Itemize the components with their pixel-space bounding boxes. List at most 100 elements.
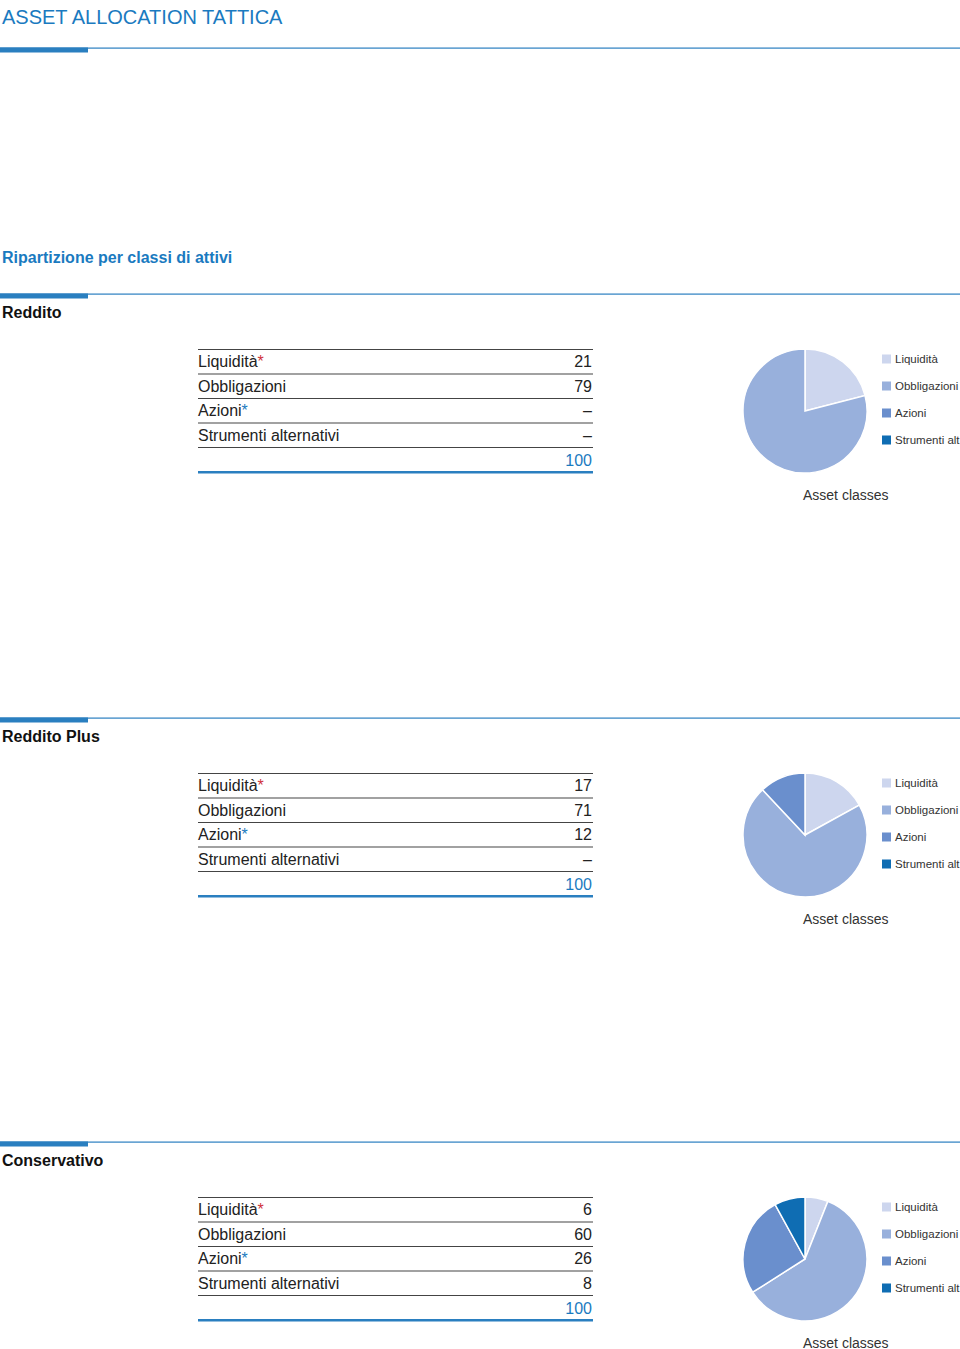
row-label-text: Obbligazioni (198, 802, 286, 819)
legend-swatch (882, 806, 891, 815)
section-subtitle: Ripartizione per classi di attivi (2, 249, 232, 266)
row-rule (198, 773, 593, 774)
row-note: * (258, 777, 264, 794)
legend-label: Liquidità (895, 1201, 938, 1213)
legend-label: Strumenti alt. (895, 434, 960, 446)
portfolio: RedditoLiquidità*21Obbligazioni79Azioni*… (0, 294, 960, 504)
pie (743, 1197, 867, 1321)
table-bottom-rule (198, 895, 593, 898)
row-label-text: Strumenti alternativi (198, 1275, 339, 1292)
row-rule (198, 1222, 593, 1223)
row-rule (198, 1271, 593, 1272)
page: ASSET ALLOCATION TATTICA Ripartizione per… (0, 0, 960, 1349)
row-note: * (258, 1201, 264, 1218)
legend-label: Liquidità (895, 777, 938, 789)
legend-swatch (882, 1230, 891, 1239)
row-label-text: Strumenti alternativi (198, 427, 339, 444)
row-note: * (242, 402, 248, 419)
legend-label: Obbligazioni (895, 804, 958, 816)
portfolio-title: Reddito (2, 304, 62, 321)
row-label: Azioni* (198, 826, 248, 843)
row-value: 21 (574, 353, 592, 370)
legend-swatch (882, 1203, 891, 1212)
row-rule (198, 1197, 593, 1198)
legend-swatch (882, 779, 891, 788)
table-bottom-rule (198, 1319, 593, 1322)
page-title: ASSET ALLOCATION TATTICA (2, 6, 283, 28)
row-rule (198, 423, 593, 424)
row-label: Obbligazioni (198, 802, 286, 819)
row-value: – (583, 427, 592, 444)
row-value: 6 (583, 1201, 592, 1218)
row-note: * (242, 826, 248, 843)
row-label-text: Liquidità (198, 777, 258, 794)
row-label-text: Obbligazioni (198, 1226, 286, 1243)
portfolio: Reddito PlusLiquidità*17Obbligazioni71Az… (0, 718, 960, 928)
row-label-text: Obbligazioni (198, 378, 286, 395)
row-label: Obbligazioni (198, 378, 286, 395)
row-label: Strumenti alternativi (198, 1275, 339, 1292)
row-value: 12 (574, 826, 592, 843)
legend-swatch (882, 1284, 891, 1293)
row-label: Azioni* (198, 1250, 248, 1267)
row-note: * (242, 1250, 248, 1267)
row-rule (198, 349, 593, 350)
portfolio-line (0, 718, 960, 719)
row-label-text: Liquidità (198, 1201, 258, 1218)
portfolio-accent (0, 294, 88, 299)
portfolio-accent (0, 718, 88, 723)
row-label-text: Strumenti alternativi (198, 851, 339, 868)
table-bottom-rule (198, 471, 593, 474)
row-rule (198, 822, 593, 823)
legend-swatch (882, 833, 891, 842)
row-rule (198, 374, 593, 375)
portfolio-line (0, 1142, 960, 1143)
row-label: Azioni* (198, 402, 248, 419)
legend-swatch (882, 409, 891, 418)
legend-label: Liquidità (895, 353, 938, 365)
row-label: Strumenti alternativi (198, 851, 339, 868)
row-value: – (583, 851, 592, 868)
row-label-text: Azioni (198, 402, 242, 419)
portfolio-line (0, 294, 960, 295)
legend-label: Azioni (895, 831, 926, 843)
row-rule (198, 398, 593, 399)
row-note: * (258, 353, 264, 370)
chart-caption: Asset classes (803, 487, 889, 503)
row-value: – (583, 402, 592, 419)
chart-caption: Asset classes (803, 1335, 889, 1349)
row-rule (198, 1295, 593, 1296)
row-label-text: Azioni (198, 826, 242, 843)
row-label: Liquidità* (198, 777, 264, 794)
row-value: 79 (574, 378, 592, 395)
table-total: 100 (565, 1300, 592, 1317)
legend-label: Obbligazioni (895, 1228, 958, 1240)
header-line (0, 48, 960, 49)
legend-swatch (882, 355, 891, 364)
legend-swatch (882, 1257, 891, 1266)
row-label-text: Azioni (198, 1250, 242, 1267)
header-accent (0, 48, 88, 53)
row-label-text: Liquidità (198, 353, 258, 370)
pie (743, 773, 867, 897)
row-value: 71 (574, 802, 592, 819)
row-rule (198, 447, 593, 448)
legend-swatch (882, 436, 891, 445)
row-label: Strumenti alternativi (198, 427, 339, 444)
legend-label: Strumenti alt. (895, 858, 960, 870)
pie-slice (763, 773, 805, 835)
chart-caption: Asset classes (803, 911, 889, 927)
legend-label: Azioni (895, 407, 926, 419)
portfolio-accent (0, 1142, 88, 1147)
row-rule (198, 847, 593, 848)
pie-slice (775, 1197, 805, 1259)
row-rule (198, 871, 593, 872)
legend-label: Strumenti alt. (895, 1282, 960, 1294)
table-total: 100 (565, 452, 592, 469)
row-rule (198, 1246, 593, 1247)
row-label: Liquidità* (198, 1201, 264, 1218)
legend-swatch (882, 382, 891, 391)
legend-swatch (882, 860, 891, 869)
pie-slice (743, 349, 867, 473)
portfolio-title: Reddito Plus (2, 728, 100, 745)
